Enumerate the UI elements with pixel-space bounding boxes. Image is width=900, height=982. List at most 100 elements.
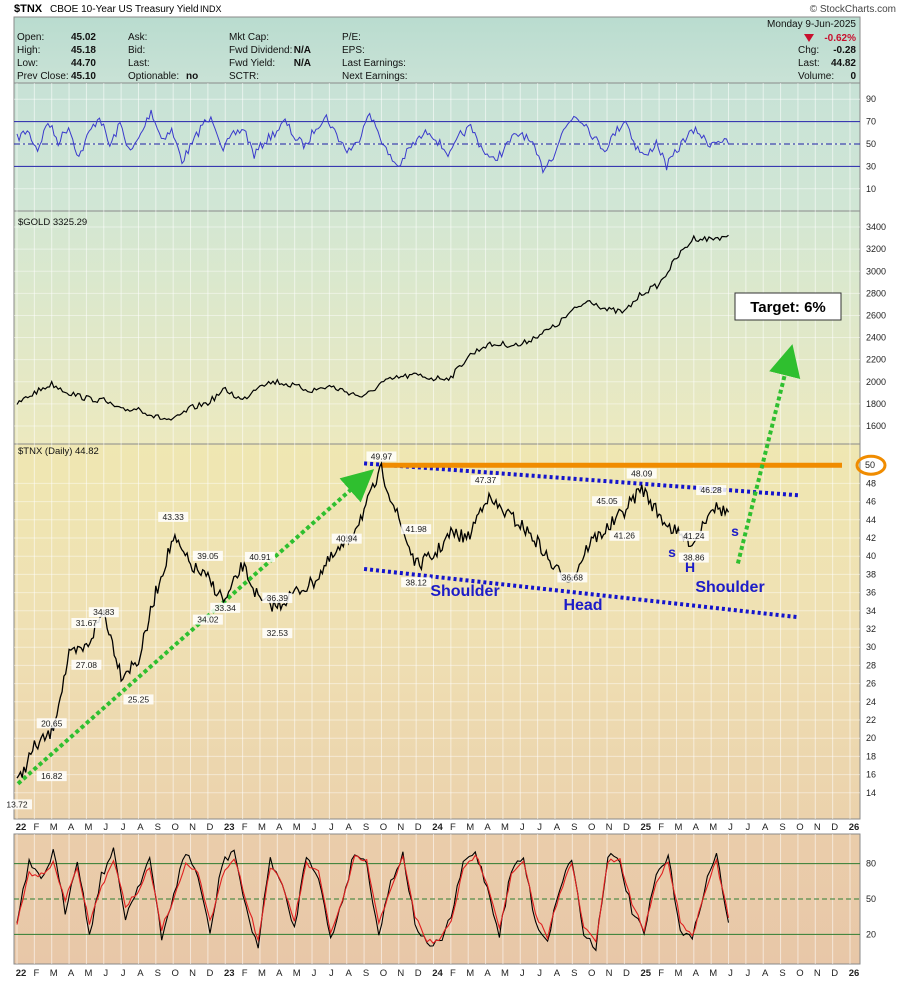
last2-value: 44.82 [831, 58, 856, 69]
x-tick-label: N [814, 968, 821, 979]
data-label: 34.02 [197, 615, 219, 625]
gold-tick-label: 3400 [866, 222, 886, 232]
x-tick-label: F [450, 822, 456, 833]
x-tick-label: F [242, 822, 248, 833]
x-tick-label: M [50, 968, 58, 979]
tnx-tick-label: 46 [866, 497, 876, 507]
data-label-box [71, 659, 102, 670]
fwd-yield-label: Fwd Yield: [229, 58, 275, 69]
x-tick-label: M [84, 968, 92, 979]
x-tick-label: J [103, 822, 108, 833]
tnx-label: $TNX (Daily) 44.82 [18, 446, 99, 457]
mktcap-label: Mkt Cap: [229, 32, 269, 43]
x-tick-label: F [658, 968, 664, 979]
x-tick-label: N [606, 822, 613, 833]
x-tick-label: J [728, 968, 733, 979]
tnx-chart: 48 46 44 42 40 38 36 34 32 30 28 26 24 22 20 18 16 14 $TNX… [2, 292, 887, 810]
data-label-box [401, 577, 432, 588]
x-tick-label: O [588, 822, 595, 833]
chg-label: Chg: [798, 45, 819, 56]
x-tick-label: N [397, 822, 404, 833]
x-tick-label: 25 [640, 822, 651, 833]
x-tick-label: S [779, 822, 785, 833]
data-label: 45.05 [596, 496, 618, 506]
rsi-tick-label: 30 [866, 161, 876, 171]
x-tick-label: M [674, 968, 682, 979]
tnx-tick-label: 18 [866, 751, 876, 761]
x-tick-label: J [728, 822, 733, 833]
x-tick-label: 25 [640, 968, 651, 979]
optionable-value: no [186, 71, 198, 82]
x-tick-label: A [762, 968, 769, 979]
data-label-box [36, 718, 67, 729]
x-tick-label: S [571, 822, 577, 833]
rsi-tick-label: 90 [866, 94, 876, 104]
gold-tick-label: 2400 [866, 333, 886, 343]
data-label-box [626, 468, 657, 479]
x-tick-label: M [293, 968, 301, 979]
x-tick-label: 26 [849, 968, 860, 979]
data-label-box [592, 496, 623, 507]
rsi-panel [14, 83, 860, 211]
exchange: INDX [200, 4, 222, 14]
x-tick-label: N [189, 822, 196, 833]
gold-tick-label: 2200 [866, 355, 886, 365]
data-label-box [192, 550, 223, 561]
tnx-tick-label: 24 [866, 697, 876, 707]
x-tick-label: 26 [849, 822, 860, 833]
x-tick-label: D [206, 968, 213, 979]
x-tick-label: A [68, 822, 75, 833]
x-tick-label: 22 [16, 968, 27, 979]
data-label-box [158, 511, 189, 522]
x-axes: 22 F M A M J J A S O N D 23 F M A M J J A S O N D 24 F M A M J J A S O N D 2… [16, 822, 860, 979]
x-tick-label: O [171, 968, 178, 979]
data-label: 41.24 [683, 531, 705, 541]
volume-value: 0 [850, 71, 856, 82]
last-label: Last: [128, 58, 150, 69]
ask-label: Ask: [128, 32, 147, 43]
tnx-tick-label: 40 [866, 551, 876, 561]
tnx-tick-label: 30 [866, 642, 876, 652]
data-label-box [88, 607, 119, 618]
data-label-box [696, 485, 727, 496]
instrument-name: CBOE 10-Year US Treasury Yield [50, 4, 199, 15]
tnx-tick-label: 26 [866, 679, 876, 689]
data-label-box [244, 551, 275, 562]
data-label-box [678, 552, 709, 563]
stoch-tick-label: 80 [866, 859, 876, 869]
x-tick-label: O [380, 968, 387, 979]
x-tick-label: A [276, 822, 283, 833]
x-tick-label: F [242, 968, 248, 979]
prev-close-value: 45.10 [71, 71, 96, 82]
gold-tick-label: 2800 [866, 288, 886, 298]
low-label: Low: [17, 58, 38, 69]
tnx-tick-label: 28 [866, 660, 876, 670]
x-tick-label: A [762, 822, 769, 833]
fwd-dividend-label: Fwd Dividend: [229, 45, 292, 56]
rsi-tick-label: 10 [866, 184, 876, 194]
x-tick-label: S [363, 822, 369, 833]
symbol: $TNX [14, 3, 43, 15]
x-tick-label: M [674, 822, 682, 833]
data-label-box [192, 614, 223, 625]
x-tick-label: A [693, 968, 700, 979]
quote-date: Monday 9-Jun-2025 [767, 19, 856, 30]
target-arrow [735, 344, 801, 564]
x-tick-label: S [155, 968, 161, 979]
data-label: 40.94 [336, 534, 358, 544]
x-tick-label: J [329, 968, 334, 979]
gold-tick-label: 1600 [866, 421, 886, 431]
x-tick-label: D [623, 822, 630, 833]
x-tick-label: A [484, 968, 491, 979]
x-tick-label: D [831, 822, 838, 833]
data-label: 13.72 [6, 799, 28, 809]
gold-tick-label: 3000 [866, 266, 886, 276]
low-value: 44.70 [71, 58, 96, 69]
x-tick-label: D [831, 968, 838, 979]
x-tick-label: J [746, 822, 751, 833]
tnx-tick-label: 36 [866, 588, 876, 598]
data-label-box [331, 533, 362, 544]
pattern-label: Shoulder [430, 583, 499, 600]
x-tick-label: F [658, 822, 664, 833]
